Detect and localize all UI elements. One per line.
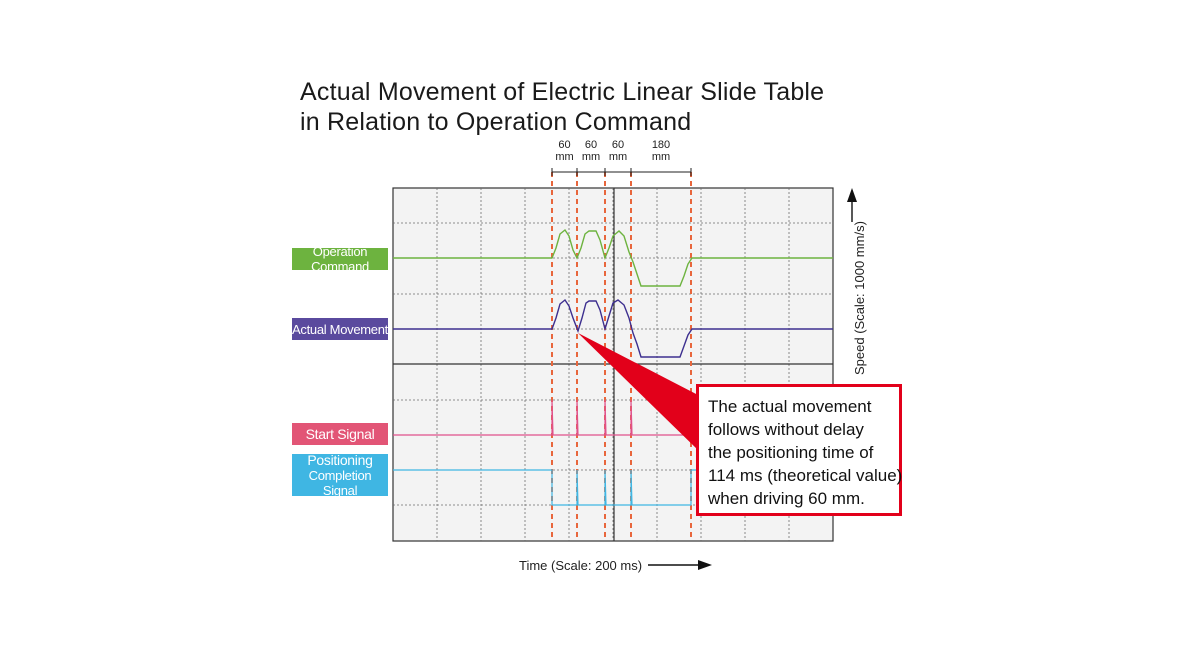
- label-start-signal-text: Start Signal: [305, 425, 375, 442]
- label-start-signal: Start Signal: [292, 423, 388, 445]
- label-operation-command: Operation Command: [292, 244, 388, 274]
- chart-title: Actual Movement of Electric Linear Slide…: [300, 78, 825, 106]
- label-positioning-line1: Positioning: [307, 451, 373, 468]
- x-axis-arrow-head: [698, 560, 712, 570]
- annotation-line: 114 ms (theoretical value): [708, 466, 903, 485]
- segment-label-unit: mm: [582, 151, 600, 163]
- segment-label-unit: mm: [555, 151, 573, 163]
- x-axis-label: Time (Scale: 200 ms): [519, 558, 643, 573]
- segment-label-value: 60: [585, 139, 597, 151]
- callout-pointer: [578, 333, 700, 452]
- annotation-callout: The actual movement follows without dela…: [696, 384, 902, 516]
- segment-label-value: 180: [652, 139, 670, 151]
- series-line-actual-movement: [393, 298, 833, 358]
- label-operation-command-text: Operation Command: [311, 244, 369, 274]
- series-line-start-signal: [393, 399, 833, 436]
- annotation-line: The actual movement: [708, 397, 872, 416]
- chart-subtitle: in Relation to Operation Command: [300, 108, 692, 136]
- label-actual-movement: Actual Movement: [292, 318, 388, 340]
- segment-label-unit: mm: [652, 151, 670, 163]
- segment-label-value: 60: [558, 139, 570, 151]
- annotation-line: when driving 60 mm.: [708, 489, 865, 508]
- series-line-operation-command: [393, 228, 833, 287]
- label-positioning-line2: Completion Signal: [308, 467, 372, 498]
- annotation-line: follows without delay: [708, 420, 864, 439]
- segment-label-value: 60: [612, 139, 624, 151]
- y-axis-arrow-head: [847, 188, 857, 202]
- y-axis-label: Speed (Scale: 1000 mm/s): [852, 221, 867, 375]
- series-line-positioning-completion: [393, 469, 833, 506]
- segment-label-unit: mm: [609, 151, 627, 163]
- annotation-line: the positioning time of: [708, 443, 874, 462]
- label-actual-movement-text: Actual Movement: [292, 321, 388, 337]
- label-positioning-completion: Positioning Completion Signal: [292, 451, 388, 498]
